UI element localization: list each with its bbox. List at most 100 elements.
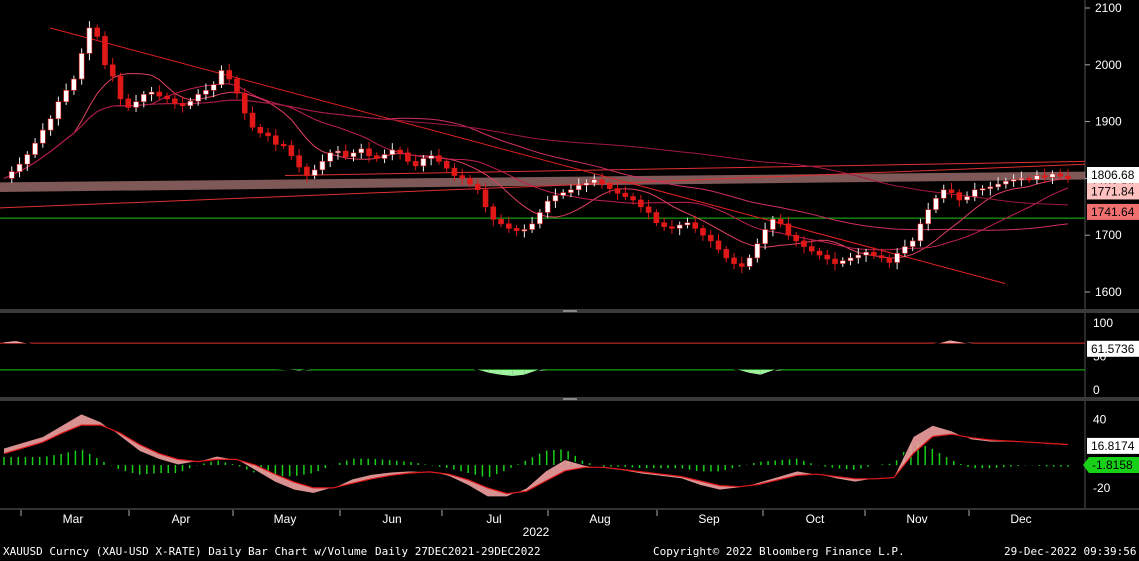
candle-body [583,182,590,186]
candle-body [630,196,636,201]
candle-body [661,222,667,227]
candle-body [381,154,388,159]
price-layer [0,21,1086,284]
candle-body [1003,180,1009,185]
moving-average-20 [3,83,1069,251]
candle-body [925,209,932,225]
candle-body [855,254,862,259]
rsi-layer [0,339,1085,378]
candle-body [1026,178,1032,181]
panel-divider-2-grip[interactable] [563,398,577,400]
candle-body [645,206,652,213]
ma-tag-bg [1087,203,1139,220]
candle-body [669,226,675,229]
candle-body [839,260,846,264]
candle-body [482,189,489,208]
candle-body [319,161,326,171]
candle-body [226,70,233,80]
candle-body [614,188,621,194]
candles [8,21,1071,274]
candle-body [102,36,108,66]
month-label-sep: Sep [698,512,720,526]
candle-body [707,234,714,242]
candle-body [832,258,838,264]
candle-body [389,149,396,155]
candle-body [125,98,132,108]
trend-channel-band [0,171,1085,193]
month-label-jun: Jun [382,512,401,526]
panel-divider-3 [0,508,1139,510]
candle-body [1057,173,1064,177]
month-label-may: May [274,512,297,526]
level-tag-2: 1771.84 [1091,184,1135,198]
rsi-oversold-fill [488,369,501,376]
candle-body [715,240,722,250]
candle-body [995,183,1001,188]
candle-body [972,189,978,197]
copyright-label: Copyright© 2022 Bloomberg Finance L.P. [653,545,905,558]
candle-body [32,142,38,155]
candle-body [373,155,380,159]
candle-body [249,112,256,128]
candle-body [459,175,466,179]
candle-body [1049,173,1056,178]
candle-body [964,196,970,201]
price-tick-label: 1600 [1095,285,1122,299]
candle-body [420,158,427,167]
period-label: Daily 27DEC2021-29DEC2022 [375,545,541,558]
candle-body [405,152,411,162]
macd-layer [3,413,1069,498]
candle-body [544,200,551,213]
candle-body [902,246,908,254]
candle-body [304,166,310,176]
candle-body [428,155,434,159]
candle-body [451,167,458,176]
candle-body [824,254,831,260]
panel-divider-1-grip[interactable] [563,310,577,312]
channel-line-upper [284,160,1086,177]
rsi-oversold-fill [512,369,525,377]
candle-body [552,195,559,202]
level-tag-2-bg [1087,183,1139,200]
candle-body [342,150,349,158]
candle-body [467,178,473,185]
candle-body [86,27,93,54]
candle-body [498,218,504,225]
candle-body [265,132,271,137]
price-tick-label: 2100 [1095,1,1122,15]
candle-body [863,251,869,256]
month-label-jul: Jul [486,512,501,526]
candle-body [280,144,287,147]
candle-body [1065,175,1071,179]
last-price-tag-bg [1087,166,1139,183]
candle-body [71,78,77,91]
timestamp-label: 29-Dec-2022 09:39:56 [1004,545,1137,558]
candle-body [770,218,776,230]
hist-value-tag-bg [1083,457,1139,474]
ma-tag: 1741.64 [1091,205,1135,219]
candle-body [816,250,823,256]
candle-body [940,189,947,199]
candle-body [311,169,318,176]
candle-body [909,240,916,247]
candle-body [894,253,900,263]
candle-body [335,150,341,154]
price-panel-bg [0,0,1085,312]
candle-body [568,189,574,193]
last-price-tag: 1806.68 [1091,168,1135,182]
rsi-oversold-fill [748,369,761,376]
descending-trendline [49,27,1006,284]
candle-body [327,152,333,162]
candle-body [956,192,963,201]
candle-body [692,222,699,229]
candle-body [40,129,46,144]
candle-body [987,186,994,189]
candle-body [591,179,598,184]
candle-body [490,206,497,220]
price-tick-label: 2000 [1095,58,1122,72]
candle-body [606,183,613,189]
candle-body [801,240,807,247]
hist-value-tag: -1.8158 [1092,458,1133,472]
macd-signal-fill [4,413,1068,497]
